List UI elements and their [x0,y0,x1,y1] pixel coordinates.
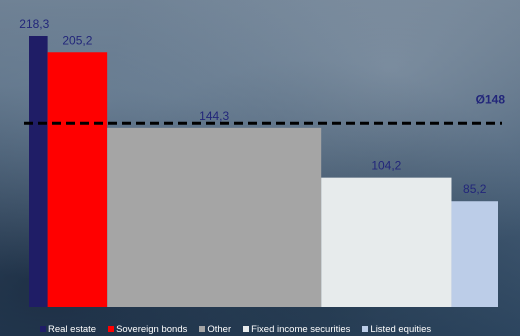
legend-swatch [362,326,369,332]
legend-label: Sovereign bonds [116,323,188,335]
bar-sovereign-bonds [47,52,108,307]
legend-item-fixed-income-securities: Fixed income securities [243,324,350,335]
legend-swatch [199,326,206,332]
data-label-real-estate: 218,3 [19,17,49,31]
data-label-other: 144,3 [199,109,229,123]
legend-swatch [243,326,250,332]
chart-legend: Real estate Sovereign bonds Other Fixed inc… [40,322,443,336]
average-label: Ø148 [476,92,506,106]
legend-swatch [108,326,115,332]
bar-other [107,127,322,307]
data-label-sovereign-bonds: 205,2 [62,33,92,47]
legend-item-real-estate: Real estate [40,324,96,335]
legend-item-listed-equities: Listed equities [362,324,431,335]
bar-real-estate [29,36,48,307]
legend-label: Real estate [48,323,97,335]
legend-label: Other [207,323,232,335]
legend-label: Fixed income securities [251,323,351,335]
legend-swatch [40,326,46,332]
bar-listed-equities [451,201,498,307]
legend-item-other: Other [199,324,231,335]
data-label-fixed-income-securities: 104,2 [371,159,401,173]
data-label-listed-equities: 85,2 [463,182,487,196]
bar-fixed-income-securities [321,177,452,307]
legend-label: Listed equities [370,323,432,335]
legend-item-sovereign-bonds: Sovereign bonds [108,324,187,335]
